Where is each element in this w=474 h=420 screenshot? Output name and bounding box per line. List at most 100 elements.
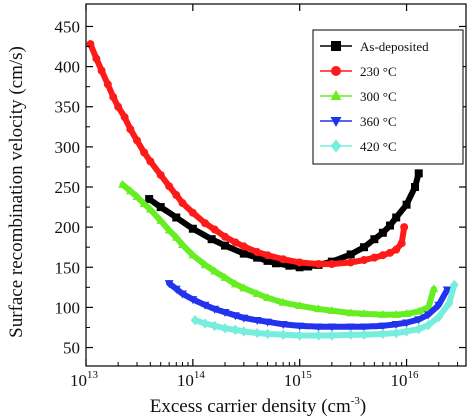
data-point bbox=[109, 93, 118, 102]
data-point bbox=[442, 286, 452, 295]
data-point bbox=[145, 195, 154, 204]
y-tick-label: 50 bbox=[63, 339, 80, 358]
x-tick-label: 1013 bbox=[70, 369, 99, 390]
data-point bbox=[327, 305, 337, 314]
data-point bbox=[220, 323, 230, 334]
data-point bbox=[171, 285, 181, 294]
data-point bbox=[252, 317, 262, 326]
data-point bbox=[346, 258, 355, 267]
data-point bbox=[120, 113, 129, 122]
data-point bbox=[391, 327, 401, 339]
x-axis-title-main: Excess carrier density (cm bbox=[150, 396, 351, 417]
series-5 bbox=[190, 279, 459, 341]
data-point bbox=[295, 263, 304, 272]
y-tick-label: 300 bbox=[55, 138, 81, 157]
data-point bbox=[156, 170, 165, 179]
data-point bbox=[263, 256, 272, 265]
data-point bbox=[359, 309, 369, 318]
data-point bbox=[295, 301, 305, 310]
data-point bbox=[188, 208, 197, 217]
data-point bbox=[171, 232, 181, 241]
legend-marker bbox=[330, 90, 342, 100]
data-point bbox=[279, 255, 288, 264]
x-tick-exponent: 16 bbox=[408, 369, 420, 381]
data-point bbox=[414, 316, 424, 325]
series-2 bbox=[86, 40, 409, 269]
data-point bbox=[434, 311, 444, 323]
data-point bbox=[156, 215, 166, 224]
data-point bbox=[278, 297, 288, 306]
data-point bbox=[402, 309, 411, 318]
legend-marker bbox=[330, 139, 342, 153]
series-layer bbox=[86, 40, 459, 341]
x-tick-exponent: 14 bbox=[194, 369, 206, 381]
data-point bbox=[449, 279, 459, 291]
data-point bbox=[92, 54, 101, 63]
data-point bbox=[378, 328, 388, 340]
x-tick-label: 1015 bbox=[284, 369, 313, 390]
data-point bbox=[314, 304, 323, 313]
data-point bbox=[386, 221, 395, 230]
data-point bbox=[172, 191, 181, 200]
y-axis-title: Surface recombination velocity (cm/s) bbox=[6, 46, 27, 338]
y-tick-label: 350 bbox=[55, 98, 81, 117]
data-point bbox=[346, 250, 355, 259]
data-point bbox=[201, 219, 210, 228]
legend-label: 300 °C bbox=[360, 89, 397, 104]
data-point bbox=[272, 259, 280, 268]
data-point bbox=[314, 323, 323, 332]
data-point bbox=[304, 262, 313, 271]
data-point bbox=[146, 157, 155, 166]
data-point bbox=[359, 329, 369, 340]
data-point bbox=[164, 280, 174, 289]
series-5-trace bbox=[192, 281, 458, 339]
x-tick-label: 1014 bbox=[177, 369, 206, 390]
data-point bbox=[239, 283, 249, 292]
data-point bbox=[210, 266, 220, 275]
data-point bbox=[190, 315, 200, 326]
data-point bbox=[411, 183, 420, 192]
data-point bbox=[263, 328, 272, 340]
x-tick-base: 10 bbox=[70, 371, 87, 390]
data-point bbox=[392, 245, 401, 254]
data-point bbox=[295, 258, 304, 267]
legend-marker bbox=[331, 41, 341, 51]
data-point bbox=[402, 200, 411, 209]
legend-label: 230 °C bbox=[360, 64, 397, 79]
legend-marker bbox=[330, 117, 342, 127]
data-point bbox=[359, 323, 369, 332]
data-point bbox=[253, 248, 262, 257]
data-point bbox=[239, 326, 249, 337]
y-tick-label: 150 bbox=[55, 258, 81, 277]
data-point bbox=[263, 292, 272, 301]
data-point bbox=[378, 228, 387, 237]
data-point bbox=[118, 179, 127, 188]
data-point bbox=[239, 249, 248, 258]
data-point bbox=[97, 66, 106, 75]
x-tick-exponent: 15 bbox=[301, 369, 313, 381]
legend-label: 360 °C bbox=[360, 114, 397, 129]
data-point bbox=[140, 148, 149, 157]
data-point bbox=[423, 311, 433, 320]
data-point bbox=[314, 260, 323, 269]
data-point bbox=[132, 191, 142, 200]
data-point bbox=[263, 251, 272, 260]
data-point bbox=[278, 329, 288, 340]
data-point bbox=[221, 232, 230, 241]
data-point bbox=[434, 301, 444, 310]
data-point bbox=[346, 308, 356, 317]
data-point bbox=[210, 225, 219, 234]
y-tick-label: 450 bbox=[55, 17, 81, 36]
data-point bbox=[221, 241, 230, 250]
data-point bbox=[178, 290, 187, 299]
y-tick-label: 250 bbox=[55, 178, 81, 197]
legend-marker bbox=[331, 66, 341, 76]
data-point bbox=[188, 296, 198, 305]
data-point bbox=[164, 225, 174, 234]
data-point bbox=[360, 243, 369, 252]
data-point bbox=[165, 182, 174, 191]
data-point bbox=[397, 239, 406, 248]
data-point bbox=[239, 314, 249, 323]
data-point bbox=[156, 203, 165, 212]
data-point bbox=[230, 324, 240, 336]
